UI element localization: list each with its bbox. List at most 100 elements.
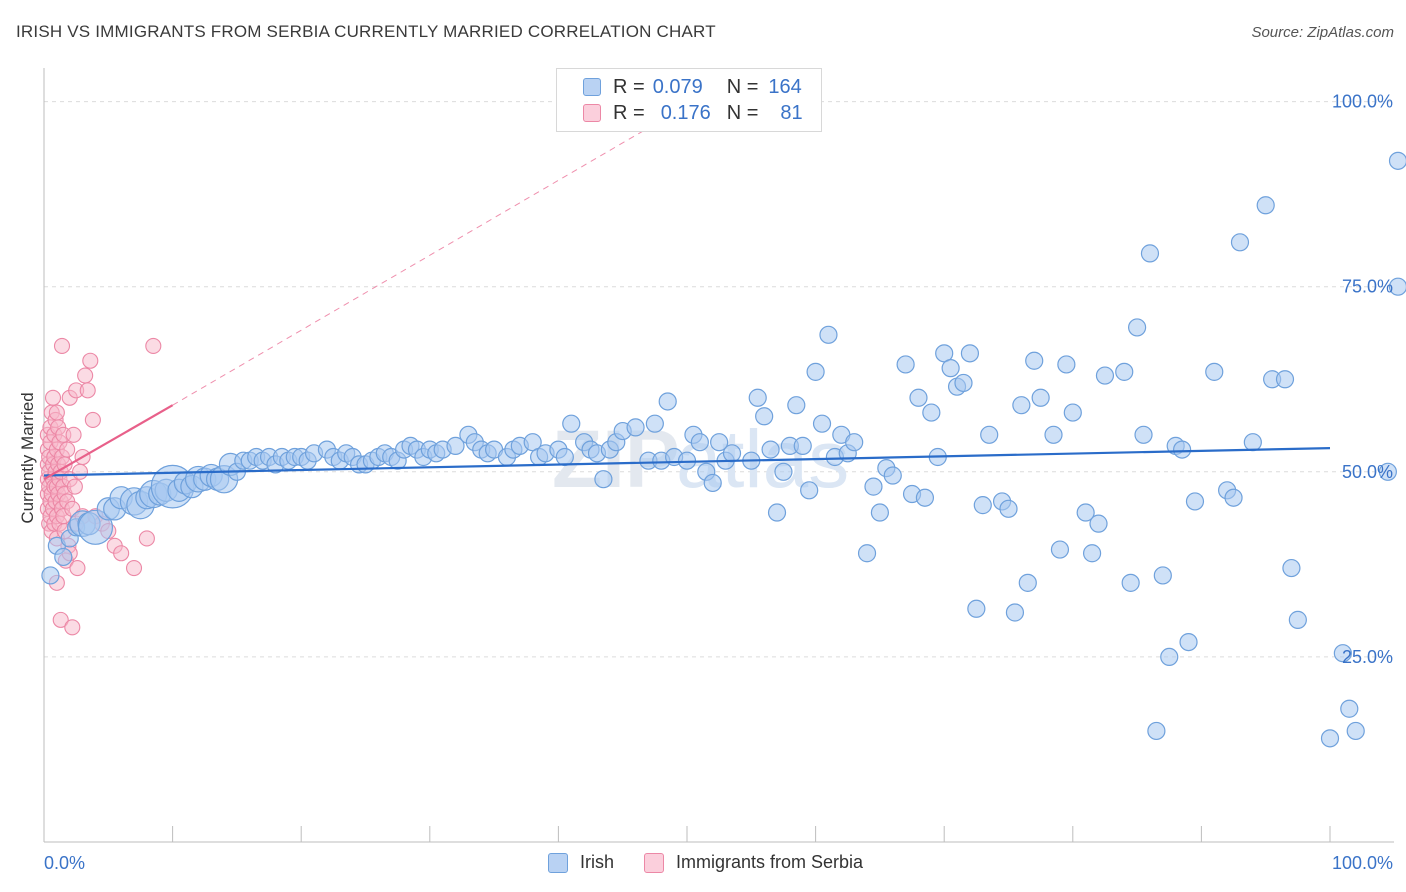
irish-point bbox=[1320, 729, 1340, 748]
irish-point bbox=[1205, 362, 1224, 381]
legend-r-label: R = bbox=[613, 101, 645, 124]
irish-point bbox=[1224, 488, 1243, 507]
irish-point bbox=[1050, 540, 1070, 559]
irish-point bbox=[1044, 425, 1063, 444]
irish-point bbox=[1012, 396, 1031, 415]
serbia-point bbox=[113, 545, 130, 562]
irish-point bbox=[594, 470, 613, 489]
irish-swatch bbox=[548, 852, 568, 873]
irish-point bbox=[896, 355, 915, 374]
irish-point bbox=[980, 425, 999, 444]
irish-swatch bbox=[583, 78, 601, 96]
irish-point bbox=[1018, 573, 1037, 592]
irish-point bbox=[1333, 644, 1352, 663]
irish-point bbox=[54, 547, 73, 567]
irish-point bbox=[41, 566, 60, 585]
y-tick-label: 75.0% bbox=[1342, 277, 1393, 297]
serbia-point bbox=[77, 367, 94, 384]
irish-point bbox=[703, 473, 722, 493]
irish-point bbox=[1179, 632, 1198, 652]
irish-point bbox=[1282, 558, 1301, 578]
irish-point bbox=[555, 447, 574, 467]
irish-point bbox=[787, 396, 806, 415]
irish-point bbox=[909, 388, 928, 407]
irish-point bbox=[710, 433, 729, 452]
legend-n-label: N = bbox=[726, 101, 759, 124]
legend-irish-label: Irish bbox=[580, 852, 615, 872]
irish-point bbox=[761, 440, 780, 459]
y-tick-label: 25.0% bbox=[1342, 647, 1393, 667]
irish-point bbox=[1115, 362, 1134, 381]
y-tick-label: 100.0% bbox=[1332, 92, 1393, 112]
irish-point bbox=[748, 388, 767, 407]
irish-point bbox=[883, 466, 902, 485]
irish-point bbox=[1388, 151, 1406, 170]
irish-point bbox=[941, 359, 960, 378]
serbia-point bbox=[44, 389, 62, 406]
irish-point bbox=[1388, 277, 1406, 296]
irish-point bbox=[774, 462, 793, 481]
serbia-point bbox=[79, 382, 96, 399]
irish-points bbox=[41, 151, 1406, 748]
legend-n-value: 81 bbox=[780, 101, 803, 124]
irish-point bbox=[722, 444, 742, 463]
serbia-point bbox=[65, 426, 82, 443]
irish-point bbox=[755, 407, 774, 426]
serbia-swatch bbox=[644, 852, 665, 873]
irish-point bbox=[954, 373, 973, 393]
irish-point bbox=[864, 477, 883, 496]
legend-row-irish: R = 0.079 N = 164 bbox=[583, 75, 802, 99]
irish-point bbox=[562, 414, 581, 433]
serbia-points bbox=[39, 337, 162, 636]
irish-point bbox=[1160, 647, 1179, 667]
irish-point bbox=[1147, 721, 1166, 741]
serbia-point bbox=[69, 560, 86, 577]
irish-point bbox=[1153, 566, 1172, 585]
chart-title: IRISH VS IMMIGRANTS FROM SERBIA CURRENTL… bbox=[16, 22, 716, 41]
irish-point bbox=[1095, 366, 1115, 385]
legend-item-irish[interactable]: Irish bbox=[548, 852, 614, 873]
irish-point bbox=[645, 414, 664, 433]
legend-serbia-label: Immigrants from Serbia bbox=[676, 852, 864, 872]
tick-labels: 25.0% 50.0% 75.0% 100.0% 0.0% 100.0% bbox=[44, 92, 1393, 873]
irish-point bbox=[1134, 425, 1153, 444]
irish-point bbox=[1243, 433, 1262, 452]
irish-point bbox=[1173, 440, 1192, 459]
irish-point bbox=[1025, 351, 1044, 370]
irish-point bbox=[1288, 610, 1307, 629]
irish-point bbox=[1230, 233, 1250, 252]
irish-point bbox=[658, 392, 677, 411]
irish-point bbox=[857, 544, 877, 563]
serbia-point bbox=[138, 530, 155, 547]
irish-point bbox=[845, 433, 864, 452]
irish-point bbox=[1082, 544, 1102, 563]
irish-point bbox=[922, 403, 941, 422]
irish-point bbox=[793, 436, 812, 455]
serbia-point bbox=[59, 441, 76, 458]
correlation-legend: R = 0.079 N = 164 R = 0.176 N = 81 bbox=[556, 68, 822, 132]
irish-point bbox=[1063, 403, 1082, 422]
irish-point bbox=[812, 414, 832, 433]
irish-point bbox=[806, 362, 825, 381]
x-tick-label: 100.0% bbox=[1332, 853, 1393, 873]
irish-point bbox=[1256, 196, 1275, 215]
irish-point bbox=[1185, 492, 1205, 511]
irish-point bbox=[1346, 721, 1365, 741]
irish-point bbox=[973, 496, 992, 515]
legend-n-label: N = bbox=[726, 75, 759, 98]
serbia-point bbox=[52, 611, 69, 628]
irish-point bbox=[1340, 699, 1359, 718]
legend-item-serbia[interactable]: Immigrants from Serbia bbox=[644, 852, 863, 873]
irish-point bbox=[1275, 370, 1295, 389]
serbia-point bbox=[66, 478, 83, 495]
irish-point bbox=[1140, 244, 1160, 263]
irish-point bbox=[999, 499, 1018, 518]
irish-point bbox=[626, 418, 645, 437]
serbia-trend-line bbox=[43, 404, 174, 481]
irish-point bbox=[967, 599, 986, 618]
x-tick-label: 0.0% bbox=[44, 853, 85, 873]
grid-lines bbox=[44, 101, 1394, 658]
serbia-point bbox=[53, 337, 71, 354]
serbia-point bbox=[145, 337, 162, 354]
